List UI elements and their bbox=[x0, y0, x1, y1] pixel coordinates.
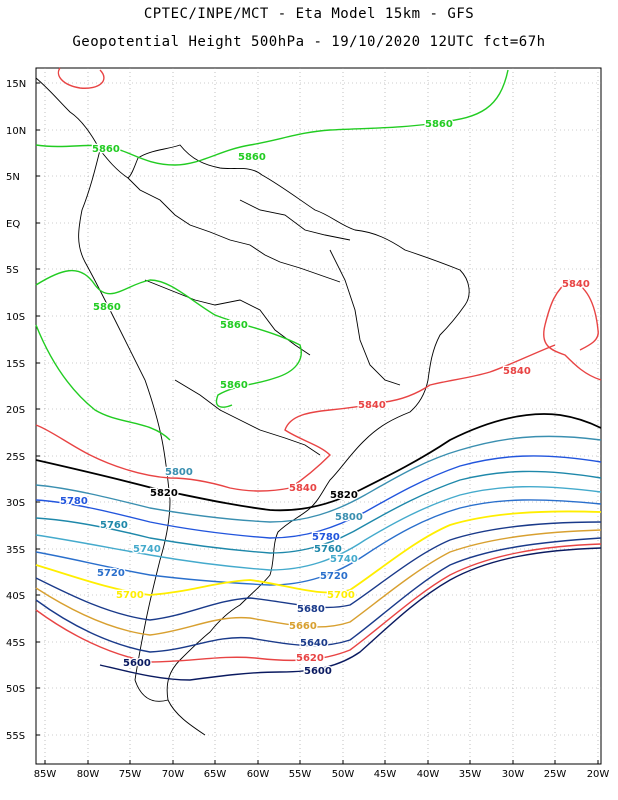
lat-tick-label: 35S bbox=[6, 545, 25, 556]
lat-tick-label: 15S bbox=[6, 359, 25, 370]
contour-5600 bbox=[99, 547, 602, 681]
contour-label-5860: 5860 bbox=[220, 320, 248, 331]
contour-label-5800: 5800 bbox=[335, 512, 363, 523]
lat-tick-label: 5S bbox=[6, 265, 19, 276]
contour-5860-center bbox=[35, 269, 302, 408]
contour-label-5780: 5780 bbox=[60, 496, 88, 507]
lon-tick-label: 75W bbox=[119, 769, 142, 780]
contour-label-5720: 5720 bbox=[320, 571, 348, 582]
contour-label-5680: 5680 bbox=[297, 604, 325, 615]
lat-tick-label: 55S bbox=[6, 731, 25, 742]
lat-tick-label: 5N bbox=[6, 172, 20, 183]
contour-label-5740: 5740 bbox=[330, 554, 358, 565]
contour-5720 bbox=[35, 499, 602, 586]
contour-label-5600: 5600 bbox=[123, 658, 151, 669]
contour-5800 bbox=[35, 435, 602, 523]
map-title-line1: CPTEC/INPE/MCT - Eta Model 15km - GFS bbox=[143, 6, 475, 22]
contour-5860-north bbox=[35, 69, 509, 166]
lon-tick-label: 30W bbox=[502, 769, 525, 780]
contour-label-5760: 5760 bbox=[314, 544, 342, 555]
lon-tick-label: 50W bbox=[332, 769, 355, 780]
contour-label-5620: 5620 bbox=[296, 653, 324, 664]
lon-tick-label: 60W bbox=[247, 769, 270, 780]
contour-5760 bbox=[35, 470, 602, 554]
contour-5660 bbox=[35, 529, 602, 636]
contour-label-5840: 5840 bbox=[562, 279, 590, 290]
contour-5860-left bbox=[35, 324, 171, 441]
contour-label-5760: 5760 bbox=[100, 520, 128, 531]
contour-label-5700: 5700 bbox=[327, 590, 355, 601]
contour-5840-north bbox=[57, 67, 105, 89]
lat-tick-label: 15N bbox=[6, 79, 26, 90]
contour-label-5860: 5860 bbox=[220, 380, 248, 391]
lon-tick-label: 70W bbox=[162, 769, 185, 780]
contour-label-5740: 5740 bbox=[133, 544, 161, 555]
lon-tick-label: 25W bbox=[544, 769, 567, 780]
contour-label-5840: 5840 bbox=[503, 366, 531, 377]
lon-tick-label: 35W bbox=[459, 769, 482, 780]
lat-tick-label: 45S bbox=[6, 638, 25, 649]
lat-tick-label: EQ bbox=[6, 219, 20, 230]
contour-label-5820: 5820 bbox=[330, 490, 358, 501]
contour-label-5700: 5700 bbox=[116, 590, 144, 601]
contour-5840-mid bbox=[35, 344, 556, 492]
contour-5740 bbox=[35, 485, 602, 571]
contour-label-5820: 5820 bbox=[150, 488, 178, 499]
lat-tick-label: 30S bbox=[6, 498, 25, 509]
lat-tick-label: 25S bbox=[6, 452, 25, 463]
lat-tick-label: 20S bbox=[6, 405, 25, 416]
contour-label-5780: 5780 bbox=[312, 532, 340, 543]
lon-tick-label: 45W bbox=[374, 769, 397, 780]
contour-5640 bbox=[35, 537, 602, 653]
contour-label-5660: 5660 bbox=[289, 621, 317, 632]
contour-label-5840: 5840 bbox=[289, 483, 317, 494]
contour-label-5800: 5800 bbox=[165, 467, 193, 478]
contour-label-5600: 5600 bbox=[304, 666, 332, 677]
lon-tick-label: 55W bbox=[289, 769, 312, 780]
lat-tick-label: 40S bbox=[6, 591, 25, 602]
map-title-line2: Geopotential Height 500hPa - 19/10/2020 … bbox=[72, 34, 546, 50]
contour-label-5860: 5860 bbox=[238, 152, 266, 163]
lon-tick-label: 80W bbox=[77, 769, 100, 780]
contour-5820 bbox=[35, 413, 602, 512]
contour-label-5860: 5860 bbox=[92, 144, 120, 155]
contours bbox=[35, 67, 602, 681]
contour-label-5840: 5840 bbox=[358, 400, 386, 411]
lat-tick-label: 10S bbox=[6, 312, 25, 323]
lon-tick-label: 65W bbox=[204, 769, 227, 780]
contour-5780 bbox=[35, 455, 602, 539]
contour-label-5860: 5860 bbox=[93, 302, 121, 313]
lon-tick-label: 85W bbox=[34, 769, 57, 780]
lon-tick-label: 20W bbox=[587, 769, 610, 780]
contour-5700 bbox=[35, 510, 602, 596]
lat-tick-label: 50S bbox=[6, 684, 25, 695]
contour-5680 bbox=[35, 521, 602, 621]
contour-5620 bbox=[35, 543, 602, 663]
graticule bbox=[36, 68, 601, 764]
lat-tick-label: 10N bbox=[6, 126, 26, 137]
lon-tick-label: 40W bbox=[417, 769, 440, 780]
contour-5840-east bbox=[543, 279, 602, 381]
contour-label-5720: 5720 bbox=[97, 568, 125, 579]
coastlines bbox=[35, 77, 470, 736]
contour-label-5640: 5640 bbox=[300, 638, 328, 649]
contour-label-5860: 5860 bbox=[425, 119, 453, 130]
